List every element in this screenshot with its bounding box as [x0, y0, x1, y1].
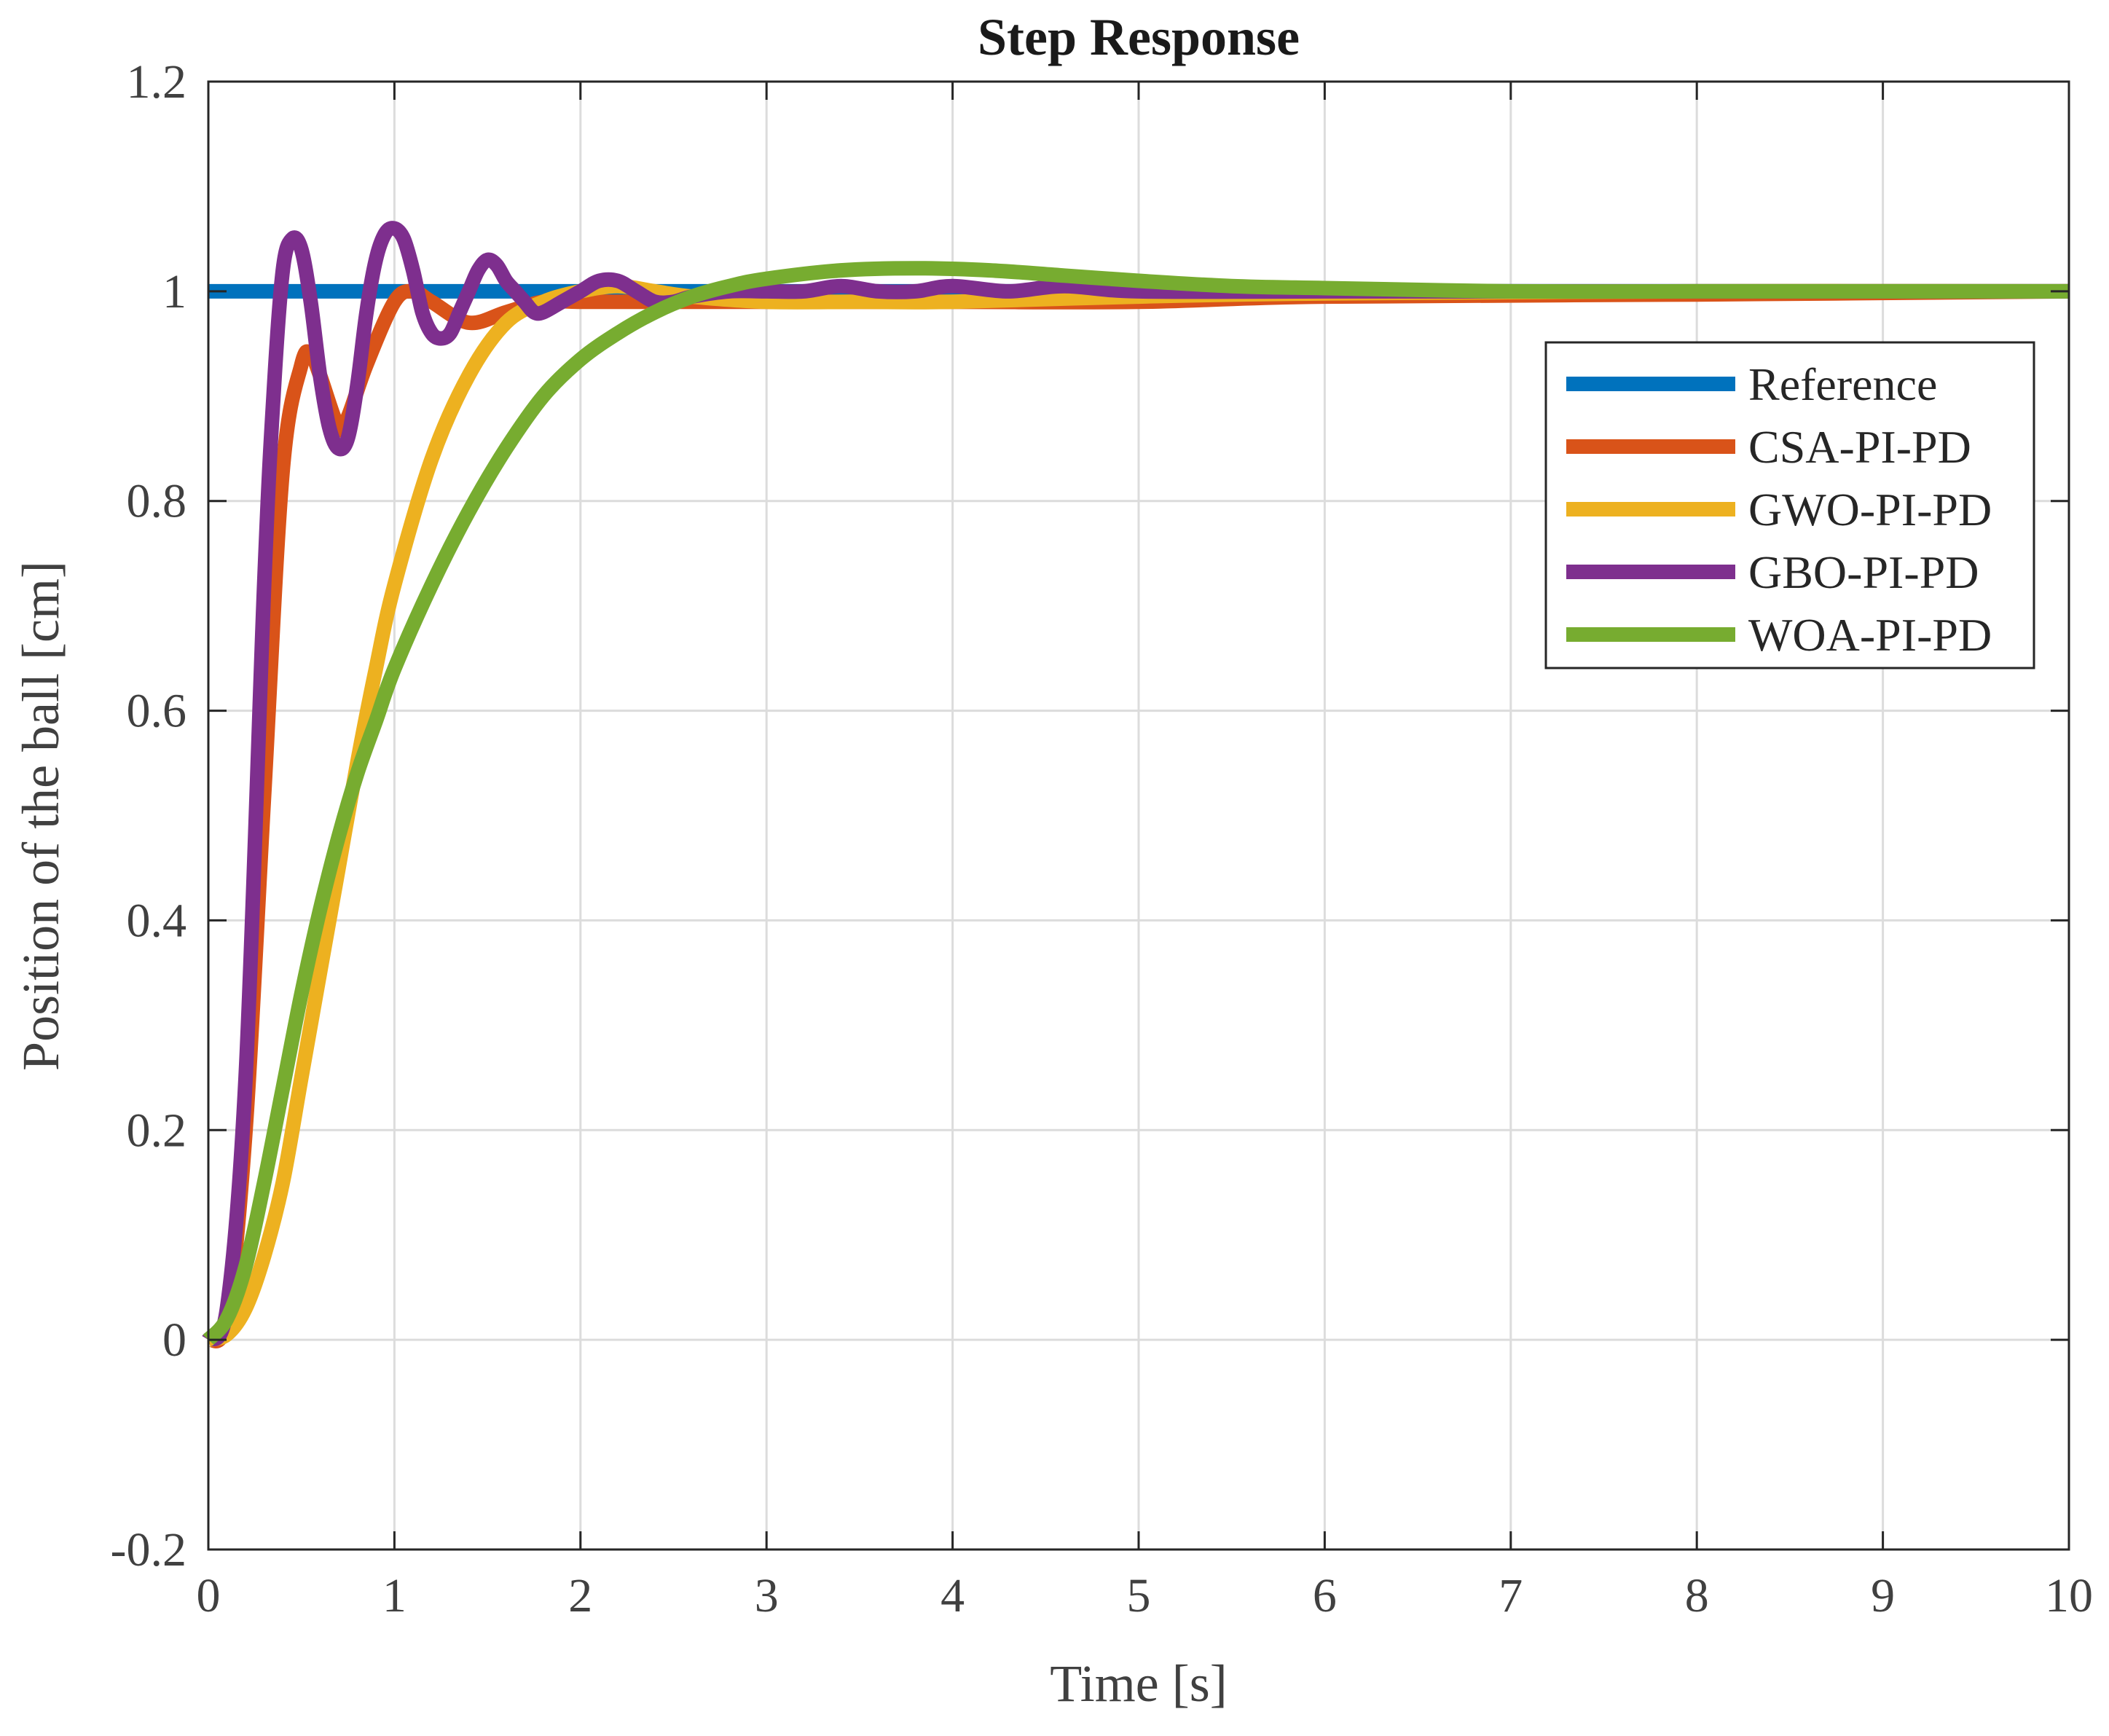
- x-tick-label: 3: [755, 1569, 779, 1622]
- tick-marks: [207, 80, 2070, 1551]
- y-tick-label: 0.4: [127, 894, 187, 947]
- y-tick-label: 1: [162, 265, 186, 318]
- y-tick-label: 1.2: [127, 55, 187, 109]
- x-tick-label: 2: [568, 1569, 592, 1622]
- x-tick-label: 0: [197, 1569, 221, 1622]
- x-tick-label: 10: [2045, 1569, 2093, 1622]
- legend-label-reference: Reference: [1748, 358, 1937, 410]
- chart-title: Step Response: [978, 8, 1300, 66]
- x-tick-label: 1: [382, 1569, 407, 1622]
- series-line-woa-pi-pd: [203, 261, 2069, 1346]
- y-tick-label: 0: [162, 1313, 186, 1367]
- legend-label-csa-pi-pd: CSA-PI-PD: [1748, 421, 1971, 473]
- grid: [208, 82, 2069, 1550]
- x-tick-label: 4: [940, 1569, 965, 1622]
- x-axis-title: Time [s]: [1050, 1654, 1227, 1713]
- series-line-gbo-pi-pd: [202, 221, 2069, 1347]
- y-tick-labels: -0.2 0 0.2 0.4 0.6 0.8 1 1.2: [111, 55, 186, 1576]
- legend-label-gwo-pi-pd: GWO-PI-PD: [1748, 484, 1992, 535]
- x-tick-label: 5: [1127, 1569, 1151, 1622]
- y-axis-title: Position of the ball [cm]: [12, 561, 70, 1071]
- x-tick-labels: 0 1 2 3 4 5 6 7 8 9 10: [197, 1569, 2094, 1622]
- x-tick-label: 6: [1313, 1569, 1337, 1622]
- x-tick-label: 9: [1871, 1569, 1895, 1622]
- y-tick-label: 0.2: [127, 1104, 187, 1157]
- y-tick-label: 0.6: [127, 685, 187, 738]
- y-tick-label: -0.2: [111, 1523, 186, 1576]
- legend: Reference CSA-PI-PD GWO-PI-PD GBO-PI-PD WOA-…: [1544, 341, 2035, 669]
- legend-label-gbo-pi-pd: GBO-PI-PD: [1748, 546, 1979, 598]
- series-layer: [202, 221, 2070, 1348]
- legend-entries: Reference CSA-PI-PD GWO-PI-PD GBO-PI-PD WOA-…: [1566, 358, 1992, 661]
- legend-label-woa-pi-pd: WOA-PI-PD: [1748, 609, 1992, 661]
- x-tick-label: 8: [1685, 1569, 1709, 1622]
- x-tick-label: 7: [1499, 1569, 1523, 1622]
- y-tick-label: 0.8: [127, 475, 187, 528]
